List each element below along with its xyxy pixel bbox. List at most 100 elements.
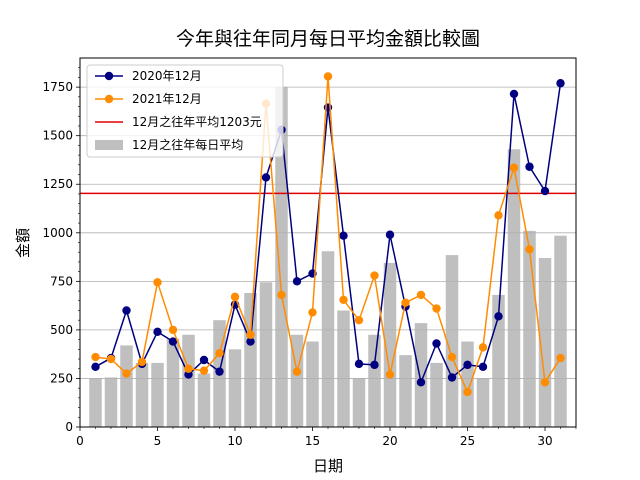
bar: [507, 149, 521, 428]
y-tick-label: 1000: [42, 226, 73, 240]
bar: [368, 334, 381, 427]
data-point: [184, 364, 193, 373]
x-tick-label: 10: [227, 434, 242, 448]
data-point: [106, 354, 116, 364]
data-point: [494, 211, 503, 220]
data-point: [339, 231, 348, 240]
y-tick-label: 1250: [42, 177, 73, 191]
bar: [275, 87, 288, 427]
data-point: [478, 343, 488, 352]
data-point: [292, 367, 302, 376]
data-point: [323, 72, 333, 81]
x-tick-label: 20: [382, 434, 397, 448]
legend-label-series-1: 2020年12月: [132, 69, 202, 83]
bar: [414, 323, 428, 427]
data-point: [168, 337, 178, 346]
bar: [321, 251, 335, 427]
x-tick-label: 0: [76, 434, 84, 448]
bar: [554, 235, 567, 427]
data-point: [540, 186, 550, 196]
data-point: [292, 277, 302, 286]
data-point: [354, 315, 364, 325]
bar: [383, 262, 397, 427]
x-tick-label: 25: [460, 434, 475, 448]
data-point: [556, 79, 565, 88]
plot-area: [79, 57, 577, 428]
data-point: [261, 173, 271, 182]
data-point: [168, 325, 178, 335]
data-point: [370, 360, 379, 370]
chart-title: 今年與往年同月每日平均金額比較圖: [176, 28, 480, 50]
bar: [120, 345, 133, 427]
data-point: [432, 339, 441, 348]
data-point: [385, 230, 395, 239]
y-tick-label: 250: [50, 371, 73, 385]
data-point: [199, 355, 209, 365]
bar: [306, 341, 319, 427]
x-tick-label: 5: [154, 434, 162, 448]
data-point: [432, 304, 441, 313]
y-tick-label: 1500: [42, 129, 73, 143]
x-axis: 0 5 10 15 20 25 30: [76, 427, 577, 448]
data-point: [215, 349, 224, 358]
x-tick-label: 15: [305, 434, 320, 448]
x-tick-label: 30: [537, 434, 552, 448]
y-axis: 0 250 500 750 1000 1250 1500 1750: [42, 67, 80, 434]
data-point: [230, 292, 240, 302]
data-point: [385, 370, 395, 379]
data-point: [91, 362, 100, 371]
data-point: [463, 360, 472, 370]
data-point: [122, 369, 131, 378]
bar: [445, 255, 459, 427]
y-axis-label: 金額: [14, 228, 32, 258]
data-point: [478, 362, 488, 371]
bar: [476, 378, 490, 427]
data-point: [184, 370, 193, 379]
bars-layer: [89, 87, 567, 428]
data-point: [556, 353, 565, 363]
data-point: [416, 290, 426, 300]
bar: [523, 230, 536, 427]
legend-marker-series-1: [104, 71, 114, 81]
data-point: [339, 295, 348, 304]
data-point: [370, 271, 379, 280]
data-point: [509, 89, 519, 99]
bar: [104, 377, 118, 427]
bar: [182, 334, 195, 427]
data-point: [416, 378, 426, 387]
data-point: [122, 306, 131, 315]
y-tick-label: 0: [65, 420, 73, 434]
data-point: [246, 337, 255, 346]
legend: 2020年12月 2021年12月 12月之往年平均1203元 12月之往年每日平均: [86, 64, 284, 158]
data-point: [91, 352, 100, 362]
bar: [166, 338, 180, 427]
data-point: [509, 163, 519, 172]
data-point: [246, 330, 255, 339]
legend-swatch-bars: [95, 140, 123, 150]
bar: [151, 362, 164, 427]
data-point: [215, 367, 224, 376]
data-point: [447, 352, 457, 362]
legend-box: [86, 64, 284, 158]
bar: [337, 310, 350, 427]
data-point: [494, 312, 503, 321]
data-point: [525, 245, 534, 254]
bar: [89, 378, 102, 427]
data-point: [137, 357, 147, 367]
bar: [135, 362, 149, 427]
y-tick-label: 1750: [42, 80, 73, 94]
bar: [259, 282, 273, 427]
data-point: [401, 298, 410, 307]
data-point: [277, 290, 286, 300]
data-point: [447, 373, 457, 382]
data-point: [354, 359, 364, 369]
series-layer: [91, 72, 565, 397]
data-point: [199, 366, 209, 375]
y-tick-label: 750: [50, 274, 73, 288]
data-point: [153, 327, 162, 337]
legend-label-bars: 12月之往年每日平均: [132, 137, 243, 152]
bar: [430, 362, 443, 427]
data-point: [308, 308, 317, 317]
x-axis-label: 日期: [313, 457, 343, 475]
